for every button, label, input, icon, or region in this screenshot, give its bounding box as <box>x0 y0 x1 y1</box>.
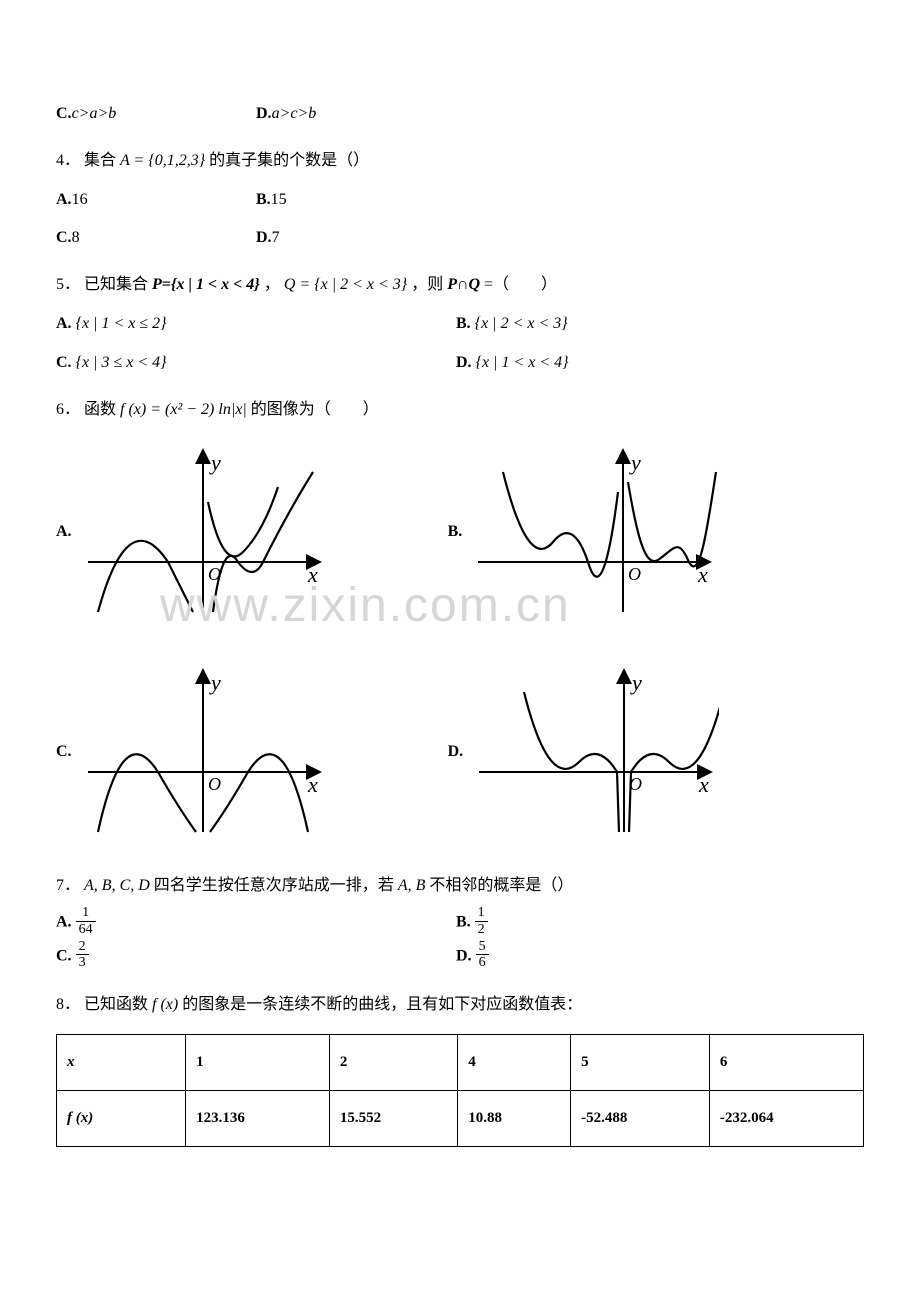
q6-graph-d: y x O <box>469 662 719 842</box>
q8-func: f (x) <box>152 996 178 1013</box>
svg-text:x: x <box>307 772 318 797</box>
q8-x-4: 6 <box>709 1034 863 1090</box>
q5-opt-d-text: {x | 1 < x < 4} <box>476 354 569 371</box>
q7-a-num: 1 <box>76 905 96 921</box>
q8-table: x 1 2 4 5 6 f (x) 123.136 15.552 10.88 -… <box>56 1034 864 1147</box>
q8-stem-pre: 已知函数 <box>84 996 152 1013</box>
q4-opt-b-label: B. <box>256 191 271 208</box>
q4-stem-post: 的真子集的个数是（） <box>209 152 369 169</box>
q3-opt-d-label: D. <box>256 105 272 122</box>
q6-func: f (x) = (x² − 2) ln|x| <box>120 401 247 418</box>
q8-v-0: 123.136 <box>186 1090 330 1146</box>
question-4: 4． 集合 A = {0,1,2,3} 的真子集的个数是（） A.16 B.15… <box>56 147 864 253</box>
q4-opt-c-label: C. <box>56 229 72 246</box>
q7-c-den: 3 <box>76 955 89 970</box>
q5-PQ: P∩Q <box>447 276 480 293</box>
q8-number: 8． <box>56 996 80 1013</box>
q5-opt-a-text: {x | 1 < x ≤ 2} <box>76 315 167 332</box>
q4-opt-b-text: 15 <box>271 191 287 208</box>
q5-sep1: ， <box>264 276 280 293</box>
q6-stem-post: 的图像为（ ） <box>251 401 379 418</box>
q7-c-num: 2 <box>76 939 89 955</box>
q5-Q: Q = {x | 2 < x < 3} <box>284 276 407 293</box>
q6-graph-c: y x O <box>78 662 328 842</box>
q5-opt-d-label: D. <box>456 354 472 371</box>
q7-number: 7． <box>56 877 80 894</box>
question-6: 6． 函数 f (x) = (x² − 2) ln|x| 的图像为（ ） A. … <box>56 396 864 843</box>
q7-ab: A, B <box>398 877 426 894</box>
question-8: 8． 已知函数 f (x) 的图象是一条连续不断的曲线，且有如下对应函数值表： … <box>56 991 864 1147</box>
q6-label-a: A. <box>56 518 72 547</box>
q8-x-3: 5 <box>571 1034 710 1090</box>
svg-text:y: y <box>209 670 221 695</box>
q4-number: 4． <box>56 152 80 169</box>
q5-opt-c-label: C. <box>56 354 72 371</box>
q4-stem-pre: 集合 <box>84 152 120 169</box>
question-5: 5． 已知集合 P={x | 1 < x < 4} ， Q = {x | 2 <… <box>56 271 864 377</box>
q8-th-x: x <box>67 1054 75 1070</box>
q3-opt-d-text: a>c>b <box>272 105 317 122</box>
q7-stem-mid: 四名学生按任意次序站成一排，若 <box>154 877 398 894</box>
q3-tail-options: C.c>a>b D.a>c>b <box>56 100 864 129</box>
svg-text:x: x <box>698 772 709 797</box>
q8-x-2: 4 <box>458 1034 571 1090</box>
q8-x-1: 2 <box>329 1034 457 1090</box>
q6-stem-pre: 函数 <box>84 401 120 418</box>
question-7: 7． A, B, C, D 四名学生按任意次序站成一排，若 A, B 不相邻的概… <box>56 872 864 972</box>
q5-opt-a-label: A. <box>56 315 72 332</box>
q7-opt-a-label: A. <box>56 914 72 931</box>
q5-P: P={x | 1 < x < 4} <box>152 276 260 293</box>
table-row: x 1 2 4 5 6 <box>57 1034 864 1090</box>
q5-stem-pre: 已知集合 <box>84 276 152 293</box>
q5-tail: =（ ） <box>484 276 557 293</box>
q6-label-c: C. <box>56 738 72 767</box>
q3-opt-c-text: c>a>b <box>72 105 117 122</box>
q7-opt-c-label: C. <box>56 948 72 965</box>
svg-text:x: x <box>307 562 318 587</box>
q5-number: 5． <box>56 276 80 293</box>
q4-opt-d-text: 7 <box>272 229 280 246</box>
q6-label-d: D. <box>448 738 464 767</box>
q4-opt-a-label: A. <box>56 191 72 208</box>
q5-sep2: ，则 <box>411 276 447 293</box>
q7-b-den: 2 <box>475 922 488 937</box>
svg-text:O: O <box>208 774 221 794</box>
q7-a-den: 64 <box>76 922 96 937</box>
q8-v-2: 10.88 <box>458 1090 571 1146</box>
q7-b-num: 1 <box>475 905 488 921</box>
q4-opt-d-label: D. <box>256 229 272 246</box>
q5-opt-b-label: B. <box>456 315 471 332</box>
q8-x-0: 1 <box>186 1034 330 1090</box>
q6-graph-a: y x O <box>78 442 328 622</box>
q7-d-den: 6 <box>476 955 489 970</box>
q4-math: A = {0,1,2,3} <box>120 152 205 169</box>
q7-d-num: 5 <box>476 939 489 955</box>
svg-text:x: x <box>697 562 708 587</box>
q8-th-fx: f (x) <box>67 1110 93 1126</box>
q5-opt-c-text: {x | 3 ≤ x < 4} <box>76 354 167 371</box>
table-row: f (x) 123.136 15.552 10.88 -52.488 -232.… <box>57 1090 864 1146</box>
q6-label-b: B. <box>448 518 463 547</box>
q7-stem-post: 不相邻的概率是（） <box>429 877 573 894</box>
q6-graph-b: y x O <box>468 442 718 622</box>
svg-text:O: O <box>628 564 641 584</box>
svg-text:y: y <box>629 450 641 475</box>
svg-text:y: y <box>209 450 221 475</box>
q7-opt-b-label: B. <box>456 914 471 931</box>
q8-v-3: -52.488 <box>571 1090 710 1146</box>
q7-names: A, B, C, D <box>84 877 150 894</box>
q8-stem-post: 的图象是一条连续不断的曲线，且有如下对应函数值表： <box>182 996 582 1013</box>
svg-text:y: y <box>630 670 642 695</box>
q5-opt-b-text: {x | 2 < x < 3} <box>475 315 568 332</box>
q6-number: 6． <box>56 401 80 418</box>
q7-opt-d-label: D. <box>456 948 472 965</box>
q3-opt-c-label: C. <box>56 105 72 122</box>
q8-v-4: -232.064 <box>709 1090 863 1146</box>
q4-opt-c-text: 8 <box>72 229 80 246</box>
q8-v-1: 15.552 <box>329 1090 457 1146</box>
q4-opt-a-text: 16 <box>72 191 88 208</box>
